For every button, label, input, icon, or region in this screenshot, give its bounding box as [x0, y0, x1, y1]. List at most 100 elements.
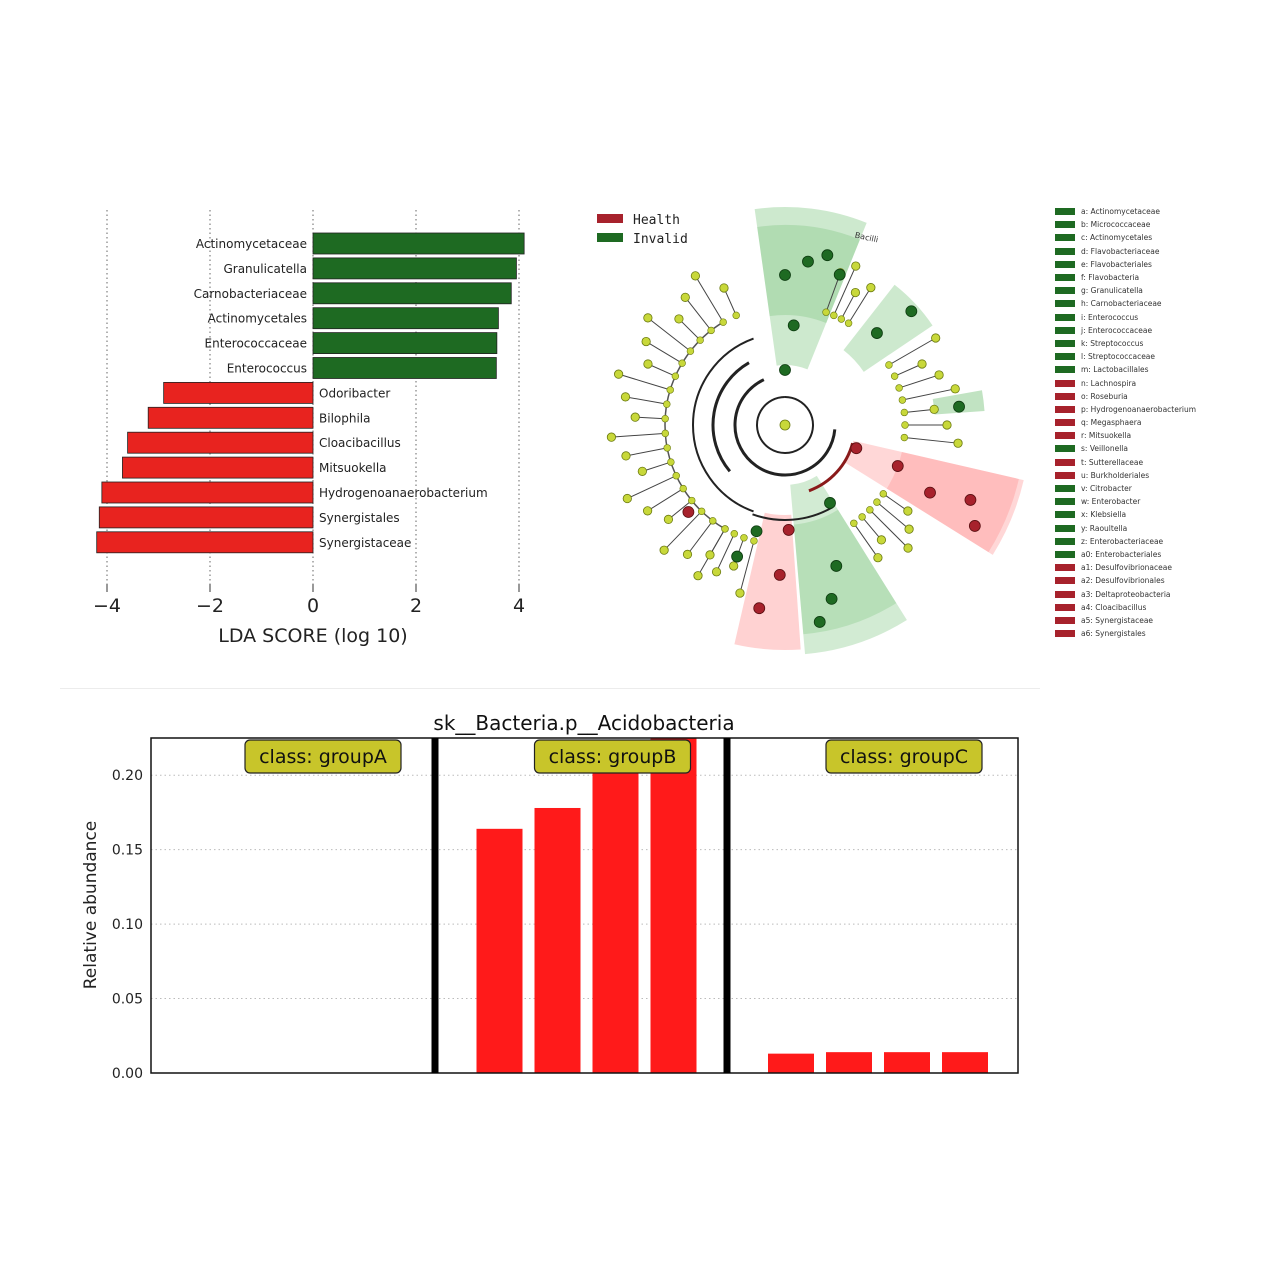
clade-node — [643, 506, 653, 516]
taxa-legend-row: a3: Deltaproteobacteria — [1055, 587, 1255, 600]
lda-category-label: Synergistaceae — [319, 536, 411, 550]
clade-node — [858, 513, 866, 521]
taxa-legend-label: w: Enterobacter — [1081, 497, 1141, 507]
clade-node-invalid — [779, 269, 791, 281]
lda-category-label: Mitsuokella — [319, 461, 387, 475]
clade-node-invalid — [953, 400, 965, 413]
taxa-legend-row: p: Hydrogenoanaerobacterium — [1055, 403, 1255, 416]
lda-category-label: Enterococcaceae — [205, 337, 308, 351]
clade-node — [696, 336, 704, 344]
taxa-legend-swatch — [1055, 287, 1075, 295]
taxa-legend-swatch — [1055, 313, 1075, 321]
taxa-legend-label: a6: Synergistales — [1081, 629, 1146, 639]
relative-abundance-chart: sk__Bacteria.p__Acidobacteria Relative a… — [81, 711, 1019, 1082]
taxa-legend-row: q: Megasphaera — [1055, 416, 1255, 429]
clade-node-health — [968, 520, 981, 532]
clade-branch — [883, 493, 909, 512]
clade-arc — [752, 506, 833, 521]
taxa-legend-swatch — [1055, 445, 1075, 453]
lda-category-label: Actinomycetaceae — [196, 237, 307, 251]
clade-node — [719, 283, 729, 293]
clade-node — [621, 451, 631, 461]
clade-node — [903, 506, 913, 516]
taxa-legend-row: e: Flavobacteriales — [1055, 258, 1255, 271]
clade-node — [643, 313, 653, 323]
clade-node — [709, 517, 717, 525]
clade-node — [630, 412, 640, 422]
lda-bar — [147, 406, 314, 429]
taxa-legend-swatch — [1055, 326, 1075, 334]
taxa-legend-swatch — [1055, 498, 1075, 506]
clade-branch — [840, 292, 856, 320]
clade-node — [697, 507, 706, 516]
taxa-legend-label: n: Lachnospira — [1081, 378, 1137, 388]
abundance-title: sk__Bacteria.p__Acidobacteria — [433, 711, 734, 735]
clade-node — [661, 429, 669, 438]
clade-branch — [904, 437, 959, 444]
taxa-legend-swatch — [1055, 274, 1075, 282]
abundance-y-ticks: 0.00 0.05 0.10 0.15 0.20 — [112, 768, 143, 1082]
taxa-legend-swatch — [1055, 458, 1075, 466]
taxa-legend-swatch — [1055, 432, 1075, 440]
clade-node-invalid — [731, 550, 744, 563]
invalid-legend-swatch — [597, 233, 623, 242]
clade-highlight-sector — [754, 207, 867, 370]
taxa-legend-label: y: Raoultella — [1081, 523, 1128, 533]
clade-node-health — [891, 460, 904, 472]
taxa-legend-label: l: Streptococcaceae — [1081, 352, 1156, 362]
taxa-legend-row: r: Mitsuokella — [1055, 429, 1255, 442]
clade-node — [614, 369, 624, 379]
taxa-legend-row: i: Enterococcus — [1055, 311, 1255, 324]
clade-branch — [898, 374, 940, 389]
taxa-legend-row: h: Carnobacteriaceae — [1055, 297, 1255, 310]
taxa-legend-label: j: Enterococcaceae — [1081, 325, 1153, 335]
clade-node — [690, 271, 700, 281]
clade-node-health — [964, 494, 977, 506]
clade-branch — [848, 287, 872, 324]
taxa-legend-swatch — [1055, 300, 1075, 308]
taxa-legend-swatch — [1055, 485, 1075, 493]
clade-node-invalid — [833, 268, 846, 281]
clade-arc — [755, 396, 814, 454]
clade-node — [622, 493, 632, 504]
clade-node — [667, 458, 675, 466]
taxa-legend-row: a5: Synergistaceae — [1055, 614, 1255, 627]
clade-node — [866, 283, 876, 293]
taxa-legend-row: k: Streptococcus — [1055, 337, 1255, 350]
clade-highlight-sector — [790, 475, 907, 655]
clade-node-invalid — [821, 249, 834, 262]
clade-node — [900, 408, 909, 417]
lda-bar — [122, 456, 314, 479]
clade-node — [729, 561, 739, 571]
class-label-text: class: groupA — [259, 746, 387, 768]
abundance-bar — [884, 1052, 930, 1073]
lda-bar — [127, 431, 314, 454]
clade-highlight-sector — [793, 509, 897, 635]
taxa-legend-swatch — [1055, 234, 1075, 242]
clade-arc — [808, 442, 855, 493]
taxa-legend-label: x: Klebsiella — [1081, 510, 1127, 520]
taxa-legend-row: n: Lachnospira — [1055, 376, 1255, 389]
clade-branch — [668, 500, 693, 520]
clade-branch — [888, 337, 936, 366]
class-label-box — [533, 739, 692, 774]
clade-node — [663, 444, 671, 452]
taxa-legend-row: c: Actinomycetales — [1055, 231, 1255, 244]
taxa-legend-row: o: Roseburia — [1055, 390, 1255, 403]
abundance-class-labels: class: groupA class: groupB class: groupC — [244, 739, 983, 774]
clade-node — [953, 438, 963, 448]
clade-root-node — [779, 419, 791, 431]
clade-node — [851, 261, 861, 271]
clade-node — [917, 359, 927, 369]
clade-node — [750, 537, 758, 545]
clade-arc — [733, 378, 837, 477]
clade-node — [693, 571, 703, 581]
clade-node — [637, 466, 647, 476]
clade-node — [661, 415, 669, 423]
clade-node — [942, 420, 952, 430]
abundance-bar — [592, 760, 639, 1073]
lda-bar — [163, 381, 314, 404]
clade-branch — [647, 488, 684, 512]
taxa-legend-swatch — [1055, 577, 1075, 585]
taxa-legend-label: q: Megasphaera — [1081, 418, 1142, 428]
